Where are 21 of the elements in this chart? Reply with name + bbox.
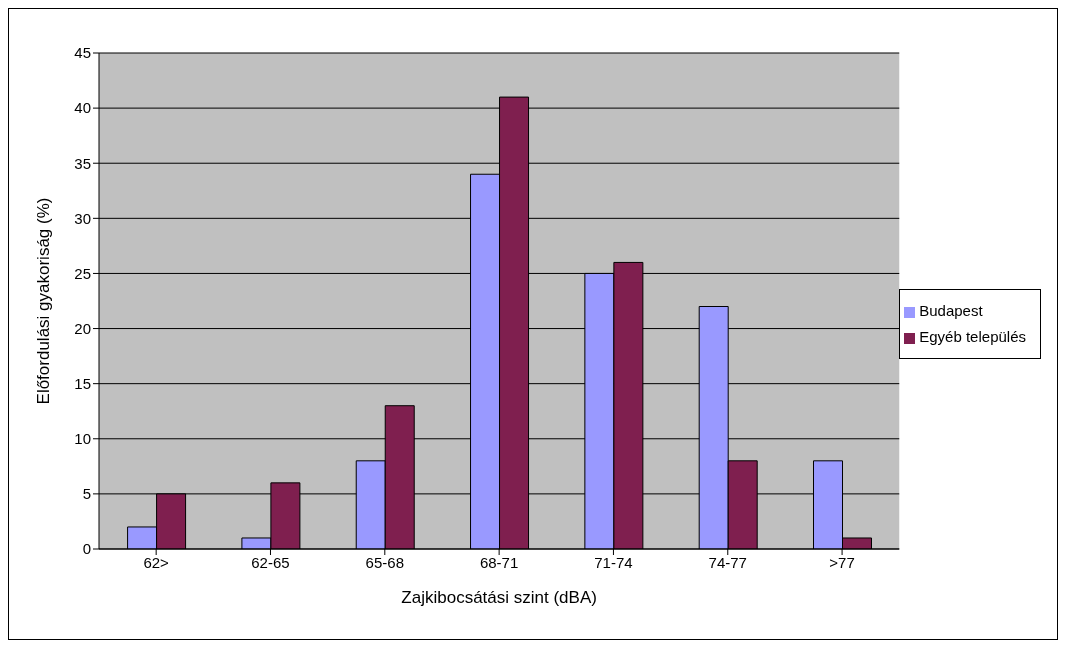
x-tick-label: 62> (143, 553, 170, 571)
y-tick-label: 0 (82, 540, 91, 558)
legend-label: Budapest (919, 302, 983, 319)
x-tick-label: 71-74 (594, 553, 633, 571)
y-tick-label: 10 (74, 430, 91, 448)
y-tick-label: 25 (74, 264, 91, 282)
y-tick-label: 35 (74, 154, 91, 172)
legend-label: Egyéb település (919, 328, 1026, 345)
x-tick-label: >77 (829, 553, 855, 571)
y-tick-label: 5 (82, 485, 91, 503)
y-tick-label: 30 (74, 209, 91, 227)
y-tick-label: 15 (74, 374, 91, 392)
y-tick-label: 40 (74, 99, 91, 117)
x-tick-label: 68-71 (479, 553, 519, 571)
y-axis-title: Előfordulási gyakoriság (%) (34, 197, 54, 405)
y-tick-label: 45 (74, 44, 91, 62)
x-tick-label: 65-68 (365, 553, 404, 571)
x-tick-label: 62-65 (251, 553, 290, 571)
x-axis-title: Zajkibocsátási szint (dBA) (401, 588, 597, 607)
x-tick-label: 74-77 (708, 553, 747, 571)
y-tick-label: 20 (74, 319, 91, 337)
